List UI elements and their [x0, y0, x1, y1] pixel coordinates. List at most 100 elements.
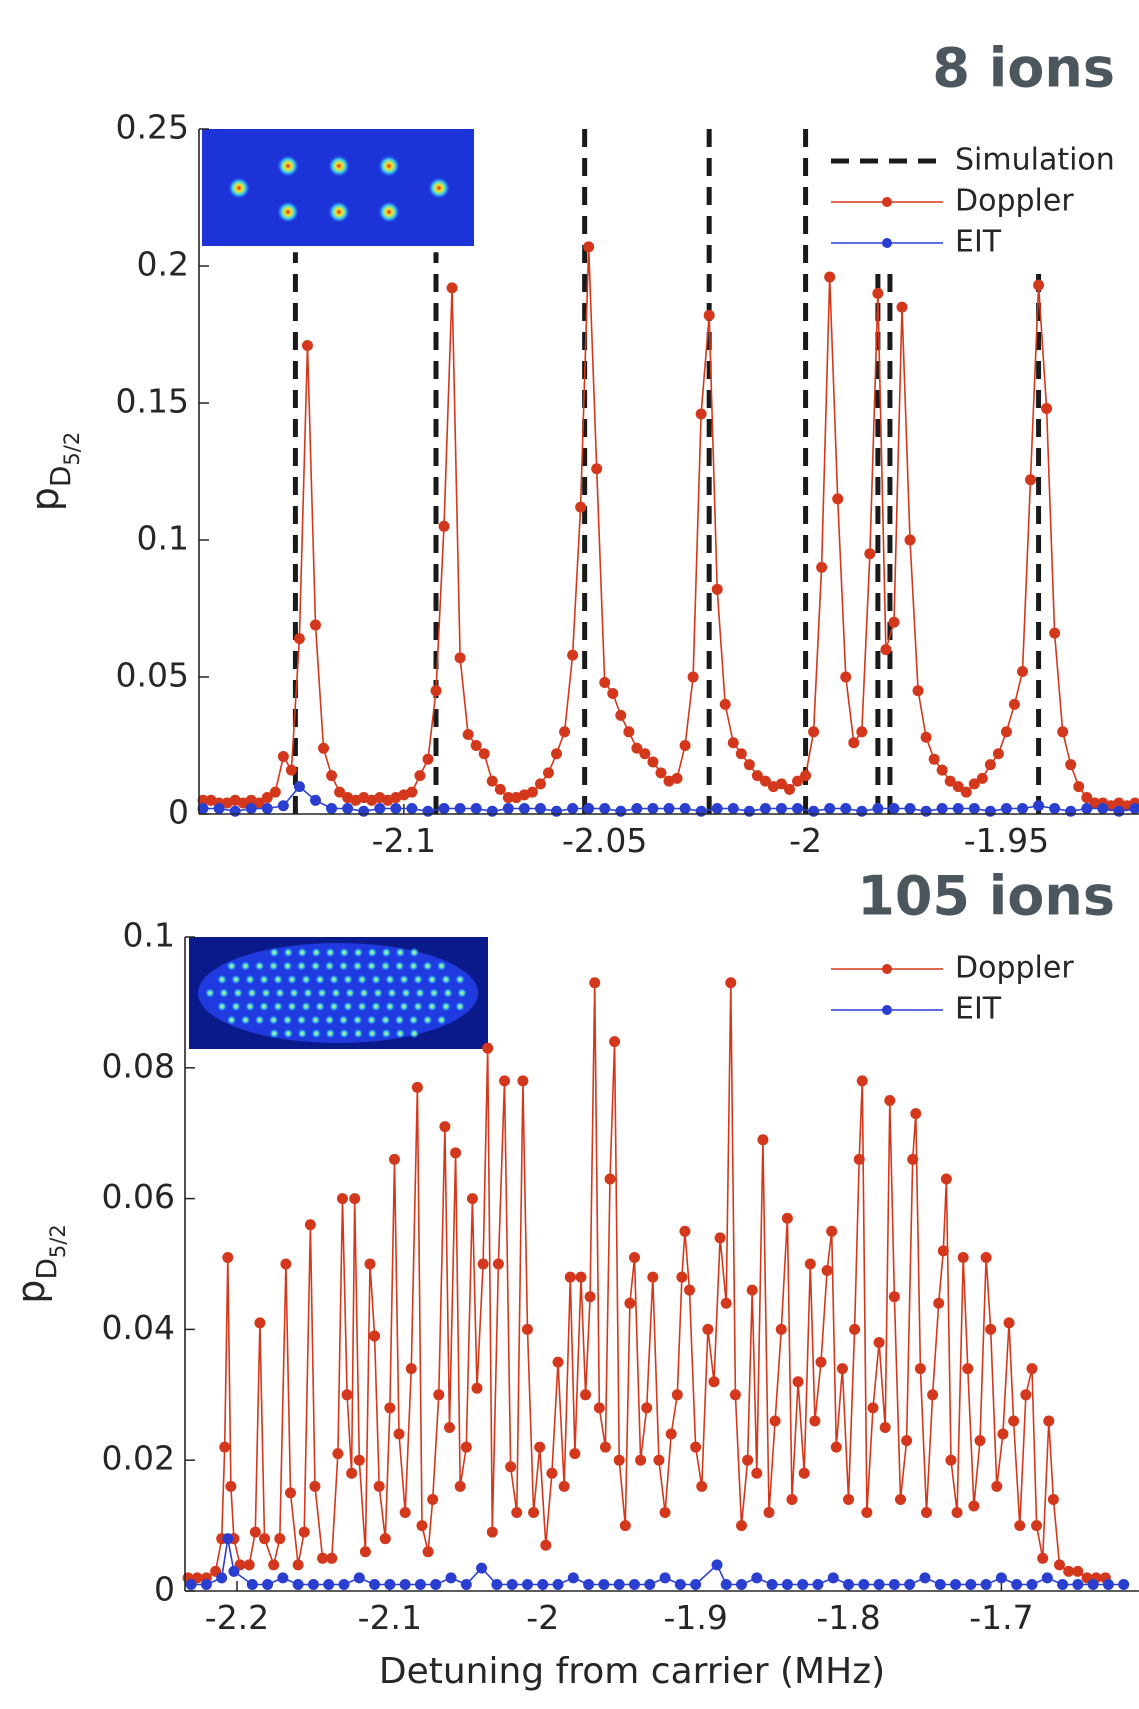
data-point	[679, 1225, 691, 1237]
data-point	[1020, 1389, 1032, 1401]
data-point	[895, 1493, 906, 1505]
ion	[287, 974, 298, 985]
data-point	[840, 803, 852, 815]
ion	[455, 974, 466, 985]
data-point	[808, 805, 820, 817]
data-point	[274, 1533, 286, 1545]
data-point	[992, 748, 1004, 760]
data-point	[486, 805, 498, 817]
ion	[217, 1001, 228, 1012]
data-point	[984, 759, 996, 771]
data-point	[702, 1323, 714, 1335]
data-point	[349, 1193, 361, 1205]
data-point	[285, 764, 297, 776]
data-point	[445, 1572, 457, 1584]
legend-marker	[882, 238, 892, 248]
data-point	[766, 1578, 778, 1590]
data-point	[751, 1467, 763, 1479]
data-point	[482, 1042, 494, 1054]
data-point	[746, 1284, 758, 1296]
data-point	[575, 1271, 587, 1283]
data-point	[454, 803, 466, 815]
ion	[297, 947, 308, 958]
x-tick-label: -1.7	[969, 1598, 1033, 1637]
data-point	[848, 737, 860, 749]
data-point	[332, 1448, 344, 1460]
data-point	[491, 1578, 503, 1590]
data-point	[832, 493, 844, 505]
data-point	[1008, 1415, 1020, 1427]
data-point	[405, 1363, 417, 1375]
ion	[385, 1001, 396, 1012]
y-tick-label: 0.08	[102, 1046, 175, 1085]
data-point	[470, 740, 482, 751]
ion	[339, 947, 350, 958]
data-point	[690, 1441, 702, 1453]
ion	[343, 1001, 354, 1012]
data-point	[976, 772, 988, 784]
data-point	[430, 685, 442, 697]
data-point	[470, 803, 482, 815]
data-point	[261, 792, 273, 804]
y-tick-label: 0.02	[102, 1439, 175, 1478]
ion	[399, 974, 410, 985]
ion	[226, 1015, 237, 1025]
ion	[387, 988, 397, 998]
legend-label: EIT	[955, 992, 1002, 1027]
data-point	[358, 805, 370, 817]
data-point	[888, 616, 900, 628]
ion	[297, 1028, 308, 1039]
data-point	[1041, 1572, 1053, 1584]
data-point	[743, 805, 755, 817]
data-point	[521, 1323, 533, 1335]
data-point	[390, 803, 402, 815]
data-point	[292, 1559, 304, 1571]
data-point	[502, 792, 514, 804]
data-point	[786, 1493, 798, 1505]
data-point	[804, 1258, 816, 1270]
data-point	[222, 1251, 234, 1263]
data-point	[623, 726, 635, 738]
data-point	[736, 1578, 747, 1590]
data-point	[687, 671, 699, 683]
data-point	[615, 805, 627, 817]
data-point	[759, 775, 771, 787]
data-point	[974, 1435, 986, 1447]
data-point	[309, 794, 321, 806]
data-point	[1072, 1565, 1084, 1577]
ion	[409, 947, 420, 958]
data-point	[219, 1441, 231, 1453]
data-point	[609, 1036, 621, 1048]
data-point	[259, 1533, 270, 1545]
ion	[408, 961, 419, 971]
data-point	[655, 767, 667, 779]
data-point	[751, 1572, 763, 1584]
data-point	[965, 1578, 977, 1590]
data-point	[1081, 803, 1093, 815]
data-point	[1033, 279, 1045, 291]
data-point	[521, 1578, 533, 1590]
data-point	[775, 778, 787, 790]
ion	[226, 961, 237, 971]
data-point	[980, 1251, 992, 1263]
ion	[408, 1015, 419, 1025]
data-point	[984, 805, 996, 817]
data-point	[927, 1389, 939, 1401]
ion	[331, 988, 341, 998]
ion	[381, 1028, 392, 1039]
ion	[394, 961, 405, 971]
data-point	[228, 1565, 240, 1577]
data-point	[534, 778, 546, 790]
data-point	[304, 1219, 316, 1231]
ion	[233, 988, 243, 998]
data-point	[540, 1539, 552, 1551]
data-point	[229, 805, 241, 817]
data-point	[743, 759, 755, 771]
data-point	[676, 1271, 688, 1283]
data-point	[569, 1448, 581, 1460]
data-point	[222, 1533, 234, 1545]
y-axis-label: pD5/2	[23, 432, 84, 511]
data-point	[1026, 1578, 1038, 1590]
data-point	[742, 1454, 754, 1466]
data-point	[840, 671, 852, 683]
